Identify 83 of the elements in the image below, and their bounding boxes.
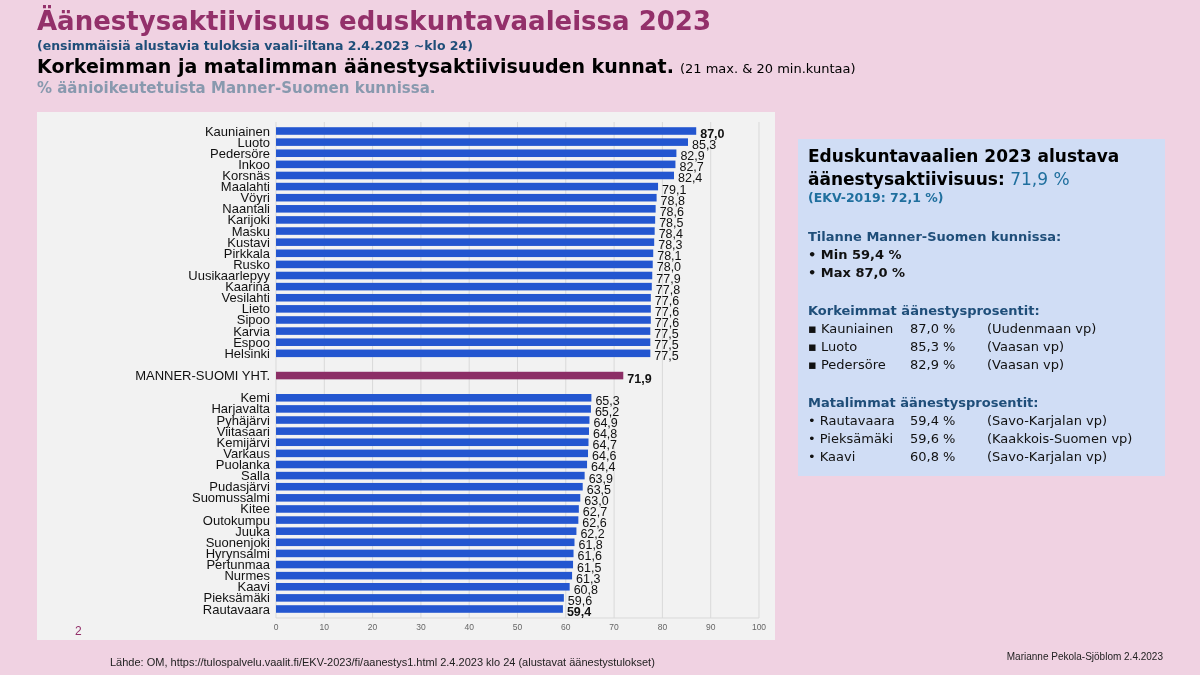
bar [276,471,585,480]
text: • Rautavaara 59,4 % (Savo-Karjalan vp) [808,413,1108,428]
text: % äänioikeutetuista Manner-Suomen kunnissa. [37,79,436,97]
bar [276,293,651,302]
data-label: 71,9 [627,371,652,386]
bar [276,438,589,447]
text: Eduskuntavaalien 2023 alustava äänestysaktiivisuus: 71,9 % [808,146,1120,189]
y-tick-label: Kauniainen [204,123,270,139]
bar [276,193,657,202]
y-tick-label: Kitee [240,501,270,517]
text: Korkeimmat äänestysprosentit: [808,303,1040,318]
bar [276,127,697,135]
bar [276,205,656,213]
bar [276,305,651,313]
bar [276,149,677,158]
text: ▪ Pedersöre 82,9 % (Vaasan vp) [808,357,1065,372]
bar [276,260,653,269]
chart-title: Äänestysaktiivisuus eduskuntavaaleissa 2023 [37,5,712,36]
bar [276,582,570,591]
bar [276,494,581,502]
bar [276,227,655,235]
text: ▪ Luoto 85,3 % (Vaasan vp) [808,339,1065,354]
bar [276,605,563,613]
data-label: 65,3 [595,393,620,408]
text: • Kaavi 60,8 % (Savo-Karjalan vp) [808,449,1108,464]
bar [276,338,651,346]
x-tick-label: 40 [464,622,475,632]
text: • Max 87,0 % [808,265,906,280]
bar [276,138,688,146]
x-tick-label: 70 [609,622,620,632]
data-label: 59,4 [566,605,592,619]
text: Lähde: OM, https://tulospalvelu.vaalit.fi/EKV-2023/fi/aanestys1.html 2.4.2023 klo 24 (alustavat äänestystulokset) [110,656,655,668]
text: • Pieksämäki 59,6 % (Kaakkois-Suomen vp) [808,431,1133,446]
bar [276,560,574,569]
bar [276,482,583,491]
bar [276,549,574,558]
bar [276,460,588,469]
bar [276,527,577,535]
bar [276,416,590,424]
y-tick-label: Salla [241,468,271,484]
bar [276,371,624,380]
x-tick-label: 10 [319,622,330,632]
text: (EKV-2019: 72,1 %) [808,190,944,205]
bar [276,327,651,335]
bar [276,538,575,547]
bar [276,171,674,180]
x-tick-label: 0 [273,622,279,632]
bar [276,282,652,291]
text: 2 [75,624,82,638]
text: Matalimmat äänestysprosentit: [808,395,1039,410]
bar [276,349,651,358]
bar [276,271,653,280]
bar [276,216,656,224]
x-tick-label: 50 [512,622,523,632]
y-tick-label: Vöyri [240,190,271,206]
bar [276,238,655,246]
bar [276,505,579,513]
bar [276,160,676,169]
bar [276,394,592,402]
bar [276,516,579,524]
bar [276,316,651,324]
text: Marianne Pekola-Sjöblom 2.4.2023 [1006,651,1164,662]
chart-subtitle: (ensimmäisiä alustavia tuloksia vaali-iltana 2.4.2023 ~klo 24) [37,38,473,53]
text: Korkeimman ja matalimman äänestysaktiivisuuden kunnat. [37,55,674,77]
data-label: 87,0 [700,127,725,141]
x-tick-label: 30 [416,622,426,632]
text: • Min 59,4 % [808,247,902,262]
bar [276,249,654,258]
bar [276,594,564,602]
text: ▪ Kauniainen 87,0 % (Uudenmaan vp) [808,321,1097,336]
y-tick-label: MANNER-SUOMI YHT. [135,368,270,384]
bar [276,427,589,435]
bar [276,182,659,191]
x-tick-label: 100 [751,622,767,632]
text: (21 max. & 20 min.kuntaa) [679,61,856,76]
x-tick-label: 80 [657,622,668,632]
bar [276,449,589,458]
x-tick-label: 60 [561,622,571,632]
bar [276,571,573,580]
x-tick-label: 90 [705,622,716,632]
bar [276,405,591,413]
text: Tilanne Manner-Suomen kunnissa: [808,229,1062,244]
x-tick-label: 20 [367,622,378,632]
